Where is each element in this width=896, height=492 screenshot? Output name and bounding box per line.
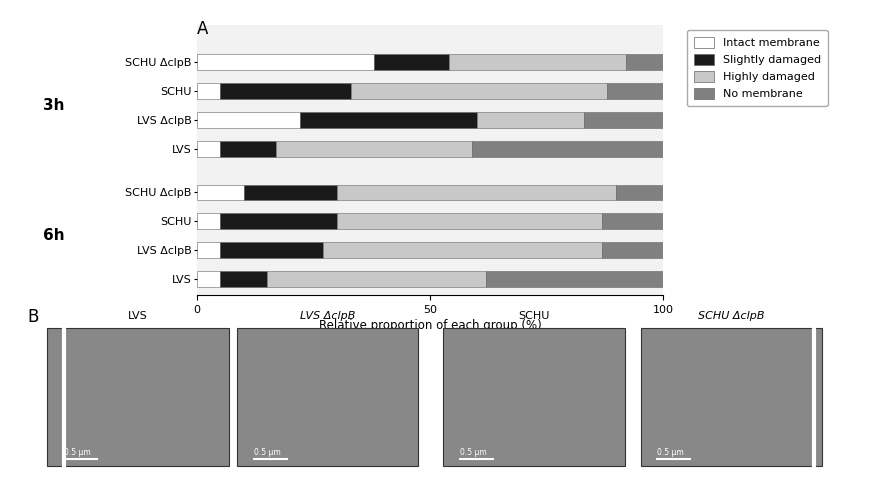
Bar — [197, 271, 220, 287]
Text: 6h: 6h — [43, 228, 65, 244]
Bar — [449, 54, 625, 70]
Bar — [472, 141, 663, 157]
Bar — [602, 243, 663, 258]
Bar — [337, 214, 602, 229]
Bar — [641, 328, 823, 466]
Text: B: B — [27, 308, 39, 326]
Bar — [220, 243, 323, 258]
Text: SCHU: SCHU — [518, 310, 549, 321]
Bar — [616, 184, 663, 200]
Text: A: A — [197, 20, 209, 38]
Bar — [444, 328, 625, 466]
Bar — [197, 83, 220, 99]
Bar — [197, 112, 299, 128]
Text: LVS ΔclpB: LVS ΔclpB — [300, 310, 356, 321]
Bar — [197, 214, 220, 229]
Bar — [607, 83, 663, 99]
Bar — [276, 141, 472, 157]
Bar — [267, 271, 486, 287]
Bar — [220, 141, 276, 157]
Bar — [197, 184, 244, 200]
Bar — [220, 83, 351, 99]
Bar — [244, 184, 337, 200]
Bar — [477, 112, 584, 128]
Bar — [337, 184, 616, 200]
Bar — [197, 243, 220, 258]
Text: 0.5 μm: 0.5 μm — [460, 448, 487, 457]
Bar — [323, 243, 602, 258]
X-axis label: Relative proportion of each group (%): Relative proportion of each group (%) — [319, 319, 541, 332]
Text: 0.5 μm: 0.5 μm — [64, 448, 90, 457]
Text: 0.5 μm: 0.5 μm — [658, 448, 685, 457]
Bar — [584, 112, 663, 128]
Text: SCHU ΔclpB: SCHU ΔclpB — [698, 310, 765, 321]
Bar — [197, 54, 375, 70]
Bar — [220, 271, 267, 287]
Bar — [351, 83, 607, 99]
Bar — [486, 271, 663, 287]
Text: 3h: 3h — [43, 98, 65, 113]
Bar — [237, 328, 418, 466]
Bar — [602, 214, 663, 229]
Legend: Intact membrane, Slightly damaged, Highly damaged, No membrane: Intact membrane, Slightly damaged, Highl… — [687, 30, 828, 106]
Bar — [299, 112, 477, 128]
Text: LVS: LVS — [128, 310, 148, 321]
Bar — [197, 141, 220, 157]
Bar — [47, 328, 228, 466]
Bar — [375, 54, 449, 70]
Bar — [220, 214, 337, 229]
Text: 0.5 μm: 0.5 μm — [254, 448, 280, 457]
Bar — [625, 54, 663, 70]
